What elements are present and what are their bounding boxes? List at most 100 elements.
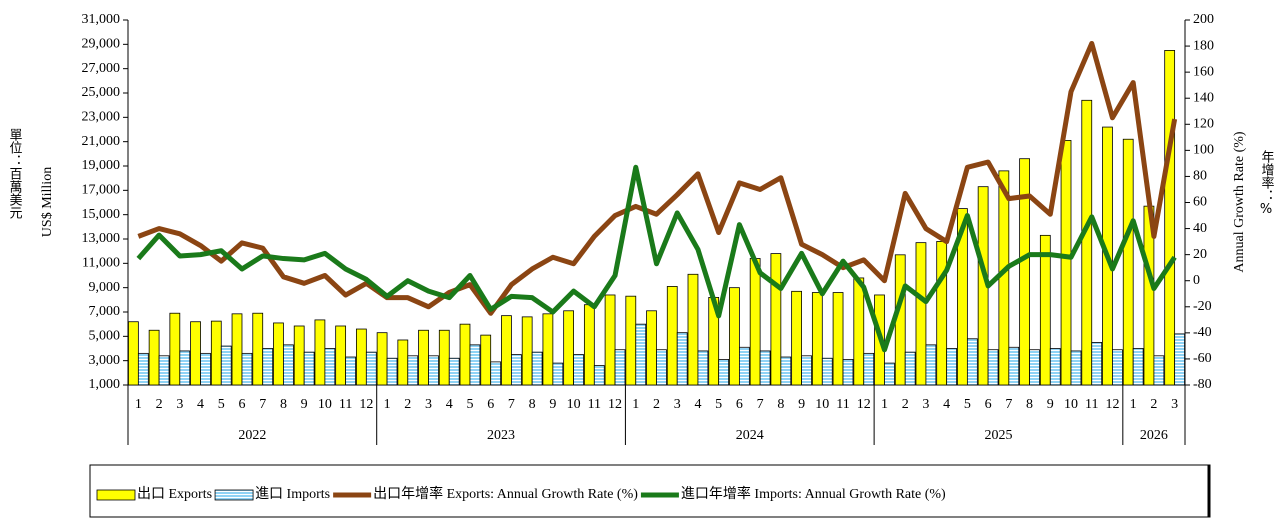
x-tick-label: 8 [280, 397, 287, 412]
y-tick-label: 29,000 [82, 37, 121, 52]
x-tick-label: 1 [881, 397, 888, 412]
bar [853, 277, 865, 386]
y2-tick-label: 120 [1193, 117, 1214, 132]
bar [262, 348, 274, 386]
bar [407, 355, 419, 386]
bar [604, 294, 616, 386]
bar [158, 355, 170, 386]
bar [210, 320, 222, 386]
y-tick-label: 15,000 [82, 207, 121, 222]
bar [345, 356, 356, 386]
x-tick-label: 4 [197, 397, 204, 412]
x-tick-label: 3 [922, 397, 929, 412]
bar [324, 348, 336, 386]
x-tick-label: 1 [384, 397, 391, 412]
bar [552, 362, 564, 386]
y-tick-label: 7,000 [89, 304, 121, 319]
y-tick-label: 27,000 [82, 61, 121, 76]
x-tick-label: 6 [487, 397, 494, 412]
x-tick-label: 12 [857, 397, 871, 412]
bar [376, 332, 388, 386]
bar [490, 361, 502, 386]
bar [137, 352, 149, 386]
x-tick-label: 5 [715, 397, 722, 412]
bar [418, 329, 429, 386]
bar [241, 352, 253, 386]
x-tick-label: 11 [339, 397, 352, 412]
bar [832, 292, 844, 386]
y2-tick-label: 80 [1193, 169, 1207, 184]
bar [501, 315, 512, 386]
bar [780, 356, 792, 386]
y-tick-label: 9,000 [89, 280, 121, 295]
bar [542, 313, 554, 386]
bar [428, 355, 439, 386]
bar [438, 329, 450, 386]
x-tick-label: 7 [1005, 397, 1012, 412]
bar [1081, 99, 1093, 386]
bar [821, 357, 833, 386]
line [137, 40, 1178, 316]
bar [531, 351, 543, 386]
bar [656, 349, 667, 386]
bar [563, 310, 574, 386]
bar [314, 319, 326, 386]
bar [646, 310, 657, 386]
x-tick-label: 2 [404, 397, 411, 412]
bar [666, 286, 678, 386]
bar [303, 351, 315, 386]
bar [1153, 355, 1165, 386]
x-tick-label: 4 [943, 397, 950, 412]
x-tick-label: 5 [466, 397, 473, 412]
x-tick-label: 11 [1085, 397, 1098, 412]
bar [293, 325, 305, 386]
y2-tick-label: -20 [1193, 299, 1212, 314]
bar [1122, 138, 1134, 386]
legend-label: 進口 Imports [255, 486, 330, 502]
x-tick-label: 6 [985, 397, 992, 412]
bar [718, 359, 730, 386]
x-tick-label: 3 [176, 397, 183, 412]
x-tick-label: 11 [588, 397, 601, 412]
x-tick-label: 12 [1105, 397, 1119, 412]
x-tick-label: 1 [1130, 397, 1137, 412]
x-tick-label: 7 [259, 397, 266, 412]
bar [1132, 348, 1144, 386]
bar [128, 321, 139, 386]
x-tick-label: 2 [902, 397, 909, 412]
x-tick-label: 3 [1171, 397, 1178, 412]
bar [842, 359, 854, 386]
bar [480, 334, 492, 386]
bar [1070, 350, 1082, 386]
bar [749, 258, 761, 386]
bar [335, 325, 347, 386]
bar [1174, 333, 1185, 386]
y2-tick-label: 160 [1193, 64, 1214, 79]
x-tick-label: 3 [674, 397, 681, 412]
bar [884, 362, 895, 386]
x-tick-label: 9 [798, 397, 805, 412]
y-label: US$ Million [40, 167, 55, 237]
group-label: 2022 [238, 428, 266, 443]
x-tick-label: 8 [777, 397, 784, 412]
y-tick-label: 1,000 [89, 377, 121, 392]
y2-label-cn: 年增率：% [1259, 150, 1275, 217]
bar [365, 351, 377, 386]
bar [148, 329, 160, 386]
x-tick-label: 2 [156, 397, 163, 412]
x-tick-label: 10 [567, 397, 581, 412]
bar [1029, 349, 1040, 386]
bar [1008, 346, 1020, 386]
bar [469, 344, 481, 386]
bar [915, 242, 927, 386]
bar [635, 323, 647, 386]
y-tick-label: 11,000 [82, 256, 120, 271]
y2-tick-label: 0 [1193, 273, 1200, 288]
bar [697, 350, 709, 386]
x-tick-label: 8 [1026, 397, 1033, 412]
x-tick-label: 7 [508, 397, 515, 412]
y-tick-label: 13,000 [82, 231, 121, 246]
y-tick-label: 17,000 [82, 183, 121, 198]
bar [936, 241, 948, 386]
y-tick-label: 23,000 [82, 110, 121, 125]
